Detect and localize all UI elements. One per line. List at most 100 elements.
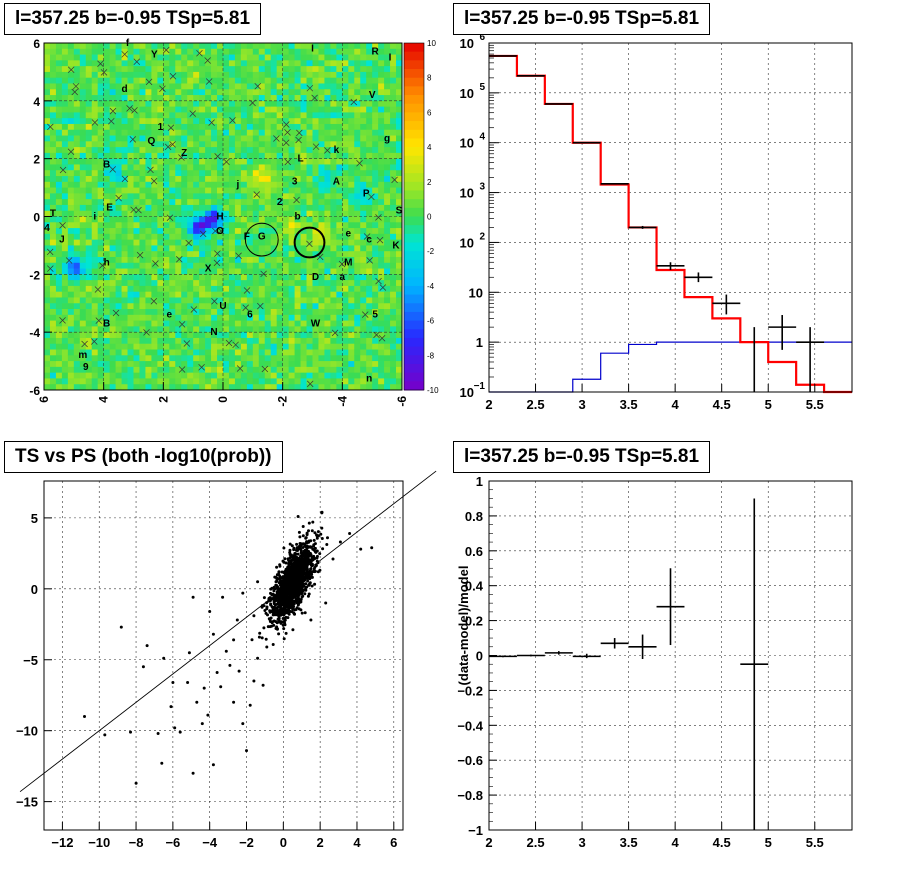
map-pixel — [318, 314, 325, 321]
map-pixel — [366, 251, 373, 258]
map-pixel — [240, 106, 248, 113]
map-pixel — [175, 187, 182, 194]
map-pixel — [288, 245, 295, 252]
map-pixel — [175, 280, 182, 287]
map-pixel — [181, 118, 188, 125]
map-pixel — [193, 210, 200, 217]
map-pixel — [211, 280, 218, 287]
map-pixel — [294, 71, 301, 79]
map-pixel — [270, 176, 278, 183]
scatter-point — [288, 542, 292, 546]
map-pixel — [103, 164, 111, 171]
map-pixel — [133, 112, 140, 119]
map-pixel — [79, 366, 87, 374]
map-pixel — [354, 291, 361, 298]
map-pixel — [193, 285, 200, 293]
map-pixel — [276, 100, 284, 108]
map-pixel — [175, 95, 182, 102]
map-pixel — [55, 170, 63, 177]
map-pixel — [276, 164, 284, 171]
map-pixel — [318, 204, 325, 212]
map-pixel — [360, 77, 367, 84]
map-pixel — [366, 210, 373, 217]
source-cross — [378, 335, 386, 342]
map-pixel — [181, 66, 188, 73]
map-pixel — [139, 216, 146, 223]
map-pixel — [139, 332, 146, 339]
map-pixel — [97, 309, 105, 316]
map-pixel — [217, 216, 224, 223]
map-pixel — [55, 251, 63, 258]
map-pixel — [372, 66, 379, 73]
map-pixel — [91, 100, 99, 108]
colorbar-cell — [404, 103, 424, 113]
map-pixel — [97, 66, 105, 73]
map-pixel — [97, 233, 105, 241]
map-pixel — [85, 303, 93, 310]
map-pixel — [44, 170, 51, 177]
map-pixel — [360, 181, 367, 188]
map-pixel — [330, 285, 337, 293]
map-pixel — [390, 199, 397, 206]
colorbar-cell — [404, 285, 424, 296]
map-pixel — [157, 268, 164, 275]
map-pixel — [300, 135, 307, 142]
map-pixel — [169, 262, 176, 269]
map-pixel — [109, 193, 116, 200]
map-pixel — [205, 210, 212, 217]
map-pixel — [217, 89, 224, 96]
map-pixel — [193, 297, 200, 304]
map-pixel — [390, 256, 397, 264]
map-pixel — [318, 135, 325, 142]
map-pixel — [324, 123, 331, 131]
map-pixel — [169, 326, 176, 333]
map-pixel — [318, 384, 325, 391]
map-pixel — [85, 245, 93, 252]
source-cross — [253, 191, 261, 198]
source-cross — [143, 329, 150, 336]
source-cross — [129, 136, 137, 143]
map-pixel — [49, 89, 57, 96]
scatter-plot: −12 −10 −8 −6 −4 −2 0 2 4 650−5−10−15 — [16, 470, 437, 850]
scatter-point — [276, 573, 279, 577]
map-pixel — [366, 320, 373, 327]
map-pixel — [270, 100, 278, 108]
spectrum-ytick-label: 10 — [460, 36, 474, 51]
map-pixel — [288, 228, 295, 235]
map-pixel — [252, 233, 260, 241]
map-pixel — [354, 355, 361, 362]
map-pixel — [354, 187, 361, 194]
map-pixel — [139, 268, 146, 275]
colorbar-cell — [404, 311, 424, 322]
map-pixel — [199, 239, 206, 246]
map-pixel — [103, 123, 111, 131]
map-pixel — [264, 135, 272, 142]
map-pixel — [360, 337, 367, 345]
source-label: O — [216, 226, 224, 237]
map-pixel — [157, 285, 164, 293]
map-pixel — [228, 361, 236, 368]
map-pixel — [223, 366, 230, 374]
map-pixel — [342, 141, 349, 148]
map-pixel — [157, 233, 164, 241]
map-pixel — [282, 256, 290, 264]
map-pixel — [252, 54, 260, 61]
map-pixel — [342, 378, 349, 385]
map-pixel — [252, 268, 260, 275]
map-pixel — [127, 291, 134, 298]
map-pixel — [115, 164, 122, 171]
map-pixel — [276, 193, 284, 200]
map-pixel — [372, 297, 379, 304]
map-pixel — [372, 199, 379, 206]
map-pixel — [193, 366, 200, 374]
map-pixel — [330, 222, 337, 229]
map-pixel — [282, 372, 290, 379]
map-pixel — [228, 100, 236, 108]
map-pixel — [336, 100, 343, 108]
map-pixel — [384, 280, 391, 287]
map-pixel — [378, 118, 385, 125]
map-pixel — [163, 66, 170, 73]
map-pixel — [360, 187, 367, 194]
map-pixel — [181, 332, 188, 339]
map-pixel — [324, 54, 331, 61]
